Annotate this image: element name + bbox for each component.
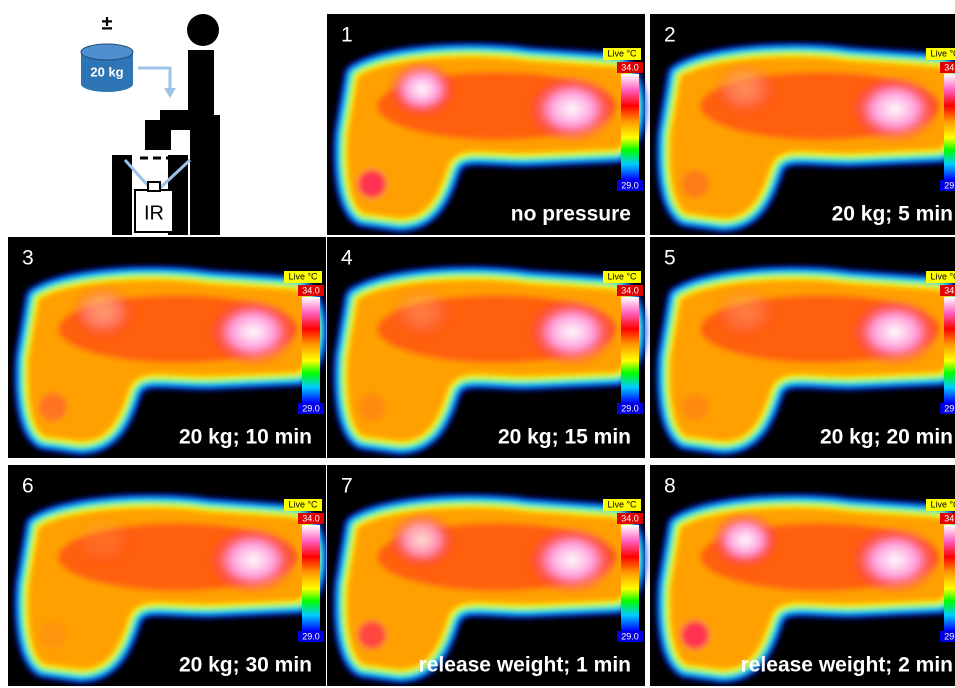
colorbar bbox=[621, 74, 639, 180]
ball-hotspot bbox=[69, 512, 137, 568]
colorbar-label: Live °C bbox=[930, 48, 955, 58]
weight-label: 20 kg bbox=[90, 64, 123, 79]
panel-caption: no pressure bbox=[511, 203, 631, 226]
colorbar-min: 29.0 bbox=[944, 180, 955, 190]
figure: IR 20 kg ± Live °C34.029.01no pressureLi… bbox=[0, 0, 955, 688]
colorbar-max: 34.0 bbox=[302, 513, 320, 523]
colorbar-max: 34.0 bbox=[944, 62, 955, 72]
thermal-panel: Live °C 34.0 29.0 7 release weight; 1 min bbox=[327, 465, 645, 686]
thermal-panel: Live °C 34.0 29.0 2 20 kg; 5 min bbox=[650, 14, 955, 235]
panel-caption: 20 kg; 15 min bbox=[498, 426, 631, 449]
colorbar bbox=[944, 525, 955, 631]
colorbar-max: 34.0 bbox=[621, 513, 639, 523]
colorbar-max: 34.0 bbox=[944, 285, 955, 295]
colorbar bbox=[302, 297, 320, 403]
toe-hotspot bbox=[358, 621, 386, 649]
colorbar-min: 29.0 bbox=[621, 631, 639, 641]
panel-number: 8 bbox=[664, 475, 676, 498]
toe-hotspot bbox=[39, 393, 67, 421]
colorbar bbox=[621, 297, 639, 403]
colorbar-label: Live °C bbox=[288, 499, 318, 509]
colorbar-label: Live °C bbox=[288, 271, 318, 281]
panel-caption: 20 kg; 5 min bbox=[832, 203, 953, 226]
colorbar-max: 34.0 bbox=[944, 513, 955, 523]
colorbar-min: 29.0 bbox=[621, 180, 639, 190]
colorbar bbox=[944, 74, 955, 180]
colorbar-max: 34.0 bbox=[302, 285, 320, 295]
panel-number: 6 bbox=[22, 475, 34, 498]
panel-number: 3 bbox=[22, 247, 34, 270]
panel-caption: release weight; 1 min bbox=[419, 654, 631, 677]
colorbar-label: Live °C bbox=[607, 48, 637, 58]
colorbar-min: 29.0 bbox=[302, 403, 320, 413]
toe-hotspot bbox=[681, 170, 709, 198]
heel-hotspot bbox=[527, 526, 617, 594]
colorbar-max: 34.0 bbox=[621, 62, 639, 72]
colorbar bbox=[944, 297, 955, 403]
thermal-panel: Live °C 34.0 29.0 3 20 kg; 10 min bbox=[8, 237, 326, 458]
heel-hotspot bbox=[850, 75, 940, 143]
panel-number: 2 bbox=[664, 24, 676, 47]
toe-hotspot bbox=[681, 393, 709, 421]
colorbar-min: 29.0 bbox=[944, 403, 955, 413]
panel-number: 5 bbox=[664, 247, 676, 270]
panel-number: 1 bbox=[341, 24, 353, 47]
ball-hotspot bbox=[388, 284, 456, 340]
thermal-panel: Live °C 34.0 29.0 5 20 kg; 20 min bbox=[650, 237, 955, 458]
heel-hotspot bbox=[527, 298, 617, 366]
panel-caption: 20 kg; 30 min bbox=[179, 654, 312, 677]
ball-hotspot bbox=[711, 61, 779, 117]
colorbar bbox=[302, 525, 320, 631]
colorbar-min: 29.0 bbox=[621, 403, 639, 413]
heel-hotspot bbox=[208, 298, 298, 366]
ball-hotspot bbox=[69, 284, 137, 340]
heel-hotspot bbox=[208, 526, 298, 594]
panel-number: 7 bbox=[341, 475, 353, 498]
colorbar-label: Live °C bbox=[607, 271, 637, 281]
ball-hotspot bbox=[711, 512, 779, 568]
panel-number: 4 bbox=[341, 247, 353, 270]
colorbar-min: 29.0 bbox=[302, 631, 320, 641]
ball-hotspot bbox=[711, 284, 779, 340]
plus-minus: ± bbox=[102, 12, 113, 34]
colorbar-label: Live °C bbox=[607, 499, 637, 509]
colorbar-label: Live °C bbox=[930, 271, 955, 281]
toe-hotspot bbox=[358, 393, 386, 421]
heel-hotspot bbox=[850, 298, 940, 366]
ball-hotspot bbox=[388, 61, 456, 117]
sensor-label: IR bbox=[144, 202, 164, 224]
thermal-panel: Live °C 34.0 29.0 4 20 kg; 15 min bbox=[327, 237, 645, 458]
panel-caption: release weight; 2 min bbox=[741, 654, 953, 677]
panel-caption: 20 kg; 10 min bbox=[179, 426, 312, 449]
ball-hotspot bbox=[388, 512, 456, 568]
toe-hotspot bbox=[681, 621, 709, 649]
colorbar-label: Live °C bbox=[930, 499, 955, 509]
heel-hotspot bbox=[850, 526, 940, 594]
setup-diagram: IR 20 kg ± bbox=[81, 12, 220, 235]
toe-hotspot bbox=[358, 170, 386, 198]
thermal-panel: Live °C 34.0 29.0 1 no pressure bbox=[327, 14, 645, 235]
toe-hotspot bbox=[39, 621, 67, 649]
panel-caption: 20 kg; 20 min bbox=[820, 426, 953, 449]
thermal-panel: Live °C 34.0 29.0 6 20 kg; 30 min bbox=[8, 465, 326, 686]
colorbar-max: 34.0 bbox=[621, 285, 639, 295]
thermal-panel: Live °C 34.0 29.0 8 release weight; 2 min bbox=[650, 465, 955, 686]
colorbar-min: 29.0 bbox=[944, 631, 955, 641]
colorbar bbox=[621, 525, 639, 631]
heel-hotspot bbox=[527, 75, 617, 143]
